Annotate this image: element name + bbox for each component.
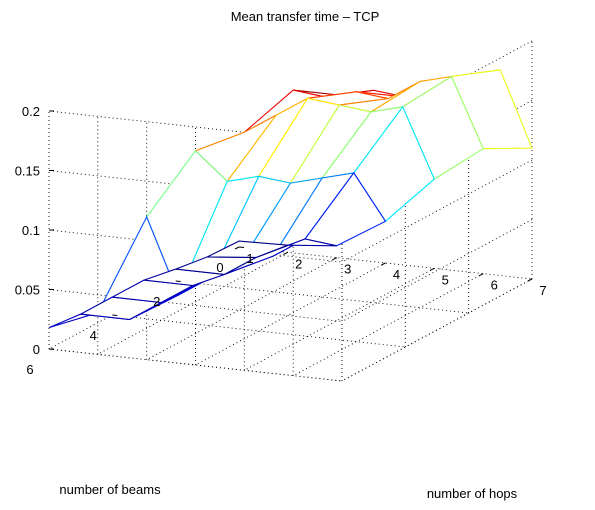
y-tick-label: 4 [90,328,97,343]
grid-line [244,267,435,371]
y-axis-label: number of beams [59,482,161,497]
grid-line [292,273,484,377]
grid-line [112,314,406,348]
x-tick-mark [478,273,484,277]
grid-line [341,278,533,382]
x-tick-mark [283,251,289,255]
z-tick-label: 0 [33,342,40,357]
z-tick-label: 0.15 [15,164,40,179]
z-tick-label: 0.1 [22,223,40,238]
surface-patch [207,240,288,258]
x-tick-label: 4 [393,267,400,282]
y-tick-label: 6 [26,362,33,377]
y-tick-mark [238,246,245,248]
x-tick-label: 7 [539,283,546,298]
y-tick-mark [48,348,55,350]
x-tick-label: 2 [295,256,302,271]
x-tick-mark [381,262,386,266]
x-tick-label: 5 [442,272,449,287]
y-tick-label: 0 [216,260,223,275]
grid-line [341,219,533,322]
x-tick-mark [332,257,337,261]
tick-layer: 0 0.05 0.1 0.15 0.2 0 2 4 6 1 2 3 4 5 6 7 [15,104,547,377]
x-tick-label: 3 [344,262,351,277]
chart-title: Mean transfer time – TCP [231,9,380,24]
x-tick-label: 1 [246,251,253,266]
surface-mesh [48,69,533,329]
z-tick-label: 0.2 [22,104,40,119]
x-tick-mark [234,246,240,250]
grid-line [175,280,469,314]
y-tick-label: 2 [153,294,160,309]
x-tick-label: 6 [491,278,498,293]
grid-line [195,262,386,366]
x-tick-mark [527,278,533,282]
x-axis-label: number of hops [427,486,518,501]
y-tick-mark [112,314,118,316]
x-tick-mark [430,267,435,271]
y-tick-mark [175,280,181,282]
z-tick-label: 0.05 [15,283,40,298]
